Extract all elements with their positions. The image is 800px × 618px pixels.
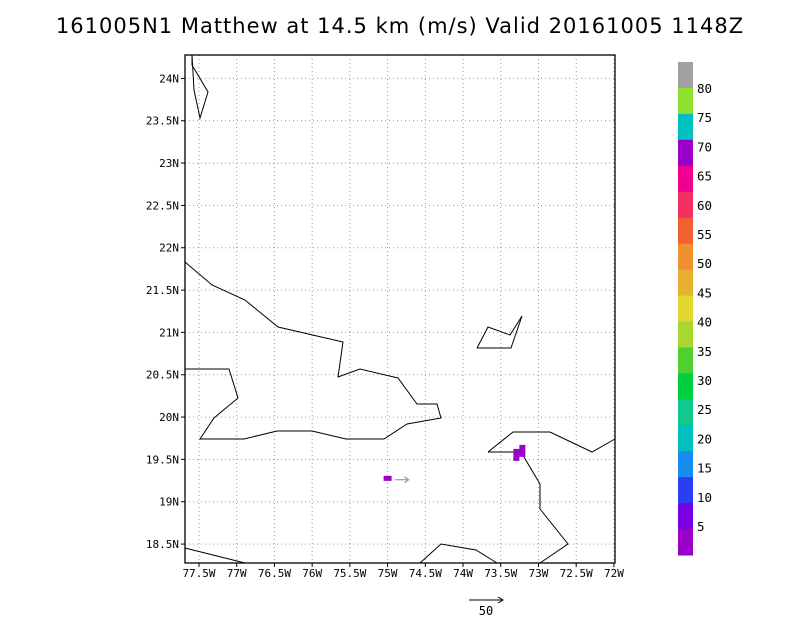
colorbar-label: 80	[697, 81, 712, 96]
colorbar: 5 10 15 20 25 30 35 40 45 50 55 60 65 70 75 80	[678, 62, 712, 556]
coastline-hispaniola-south	[488, 451, 569, 564]
colorbar-segment	[678, 399, 693, 426]
colorbar-segment	[678, 217, 693, 245]
wind-cell	[383, 475, 392, 481]
coastline-jamaica-south	[184, 547, 246, 564]
wind-speed-shading	[383, 444, 526, 481]
lat-tick-label: 21N	[159, 326, 179, 339]
colorbar-label: 65	[697, 169, 712, 184]
colorbar-segment	[678, 191, 693, 219]
colorbar-segment	[678, 62, 693, 89]
wind-vector-head	[404, 476, 410, 484]
lat-tick-label: 19N	[159, 496, 179, 509]
colorbar-label: 70	[697, 139, 712, 154]
coastline-inagua	[476, 315, 523, 349]
colorbar-segment	[678, 451, 693, 478]
lat-tick-label: 23N	[159, 157, 179, 170]
lon-tick-label: 77W	[227, 567, 247, 580]
lon-tick-label: 73.5W	[484, 567, 517, 580]
colorbar-label: 5	[697, 519, 705, 534]
lat-tick-label: 20.5N	[146, 369, 179, 382]
lat-tick-label: 18.5N	[146, 538, 179, 551]
lat-tick-label: 22.5N	[146, 199, 179, 212]
colorbar-segment	[678, 295, 693, 322]
colorbar-segment	[678, 503, 693, 530]
colorbar-label: 55	[697, 227, 712, 242]
colorbar-label: 75	[697, 110, 712, 125]
lon-tick-label: 76.5W	[258, 567, 291, 580]
colorbar-label: 40	[697, 315, 712, 330]
lon-tick-label: 73W	[529, 567, 549, 580]
lon-tick-label: 72W	[604, 567, 624, 580]
coastline	[184, 54, 616, 564]
colorbar-segment	[678, 321, 693, 348]
wind-cell	[513, 444, 526, 461]
lon-tick-label: 77.5W	[182, 567, 215, 580]
lat-tick-label: 23.5N	[146, 115, 179, 128]
colorbar-segment	[678, 425, 693, 452]
colorbar-segment	[678, 477, 693, 504]
lat-tick-label: 19.5N	[146, 453, 179, 466]
coastline-hispaniola	[487, 431, 616, 453]
coastline-haiti-south	[419, 543, 498, 564]
map-frame	[184, 54, 616, 564]
colorbar-label: 45	[697, 285, 712, 300]
longitude-labels: 77.5W 77W 76.5W 76W 75.5W 75W 74.5W 74W 73.5W 73W…	[182, 567, 624, 580]
latitude-labels: 24N 23.5N 23N 22.5N 22N 21.5N 21N 20.5N 20N 19.5N…	[146, 72, 179, 551]
lon-tick-label: 74.5W	[409, 567, 442, 580]
colorbar-label: 35	[697, 344, 712, 359]
lon-tick-label: 75W	[378, 567, 398, 580]
colorbar-segment	[678, 113, 693, 141]
colorbar-segment	[678, 87, 693, 115]
lon-tick-label: 76W	[302, 567, 322, 580]
lat-tick-label: 22N	[159, 242, 179, 255]
colorbar-label: 25	[697, 402, 712, 417]
lat-tick-label: 21.5N	[146, 284, 179, 297]
coastline-bahamas-north	[191, 54, 209, 120]
colorbar-segment	[678, 243, 693, 271]
colorbar-label: 20	[697, 431, 712, 446]
reference-arrow-head	[497, 596, 504, 604]
lon-tick-label: 72.5W	[560, 567, 593, 580]
wind-vectors	[395, 476, 410, 484]
colorbar-label: 60	[697, 198, 712, 213]
map-grid	[181, 55, 615, 567]
coastline-cuba-north	[184, 261, 442, 440]
colorbar-label: 10	[697, 490, 712, 505]
colorbar-label: 50	[697, 256, 712, 271]
colorbar-segment	[678, 347, 693, 374]
map-title: 161005N1 Matthew at 14.5 km (m/s) Valid …	[55, 14, 745, 38]
colorbar-segment	[678, 139, 693, 167]
lon-tick-label: 75.5W	[333, 567, 366, 580]
lat-tick-label: 24N	[159, 72, 179, 85]
reference-vector-label: 50	[479, 604, 493, 618]
colorbar-label: 15	[697, 461, 712, 476]
lon-tick-label: 74W	[453, 567, 473, 580]
colorbar-segment	[678, 373, 693, 400]
colorbar-label: 30	[697, 373, 712, 388]
colorbar-segment	[678, 165, 693, 193]
colorbar-segment	[678, 529, 693, 556]
colorbar-segment	[678, 269, 693, 297]
lat-tick-label: 20N	[159, 411, 179, 424]
reference-vector: 50	[469, 596, 504, 618]
